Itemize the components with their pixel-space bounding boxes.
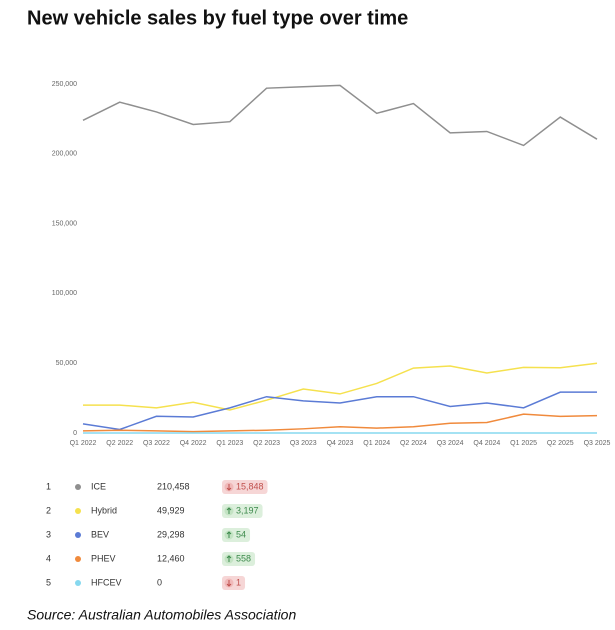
change-arrow: [226, 507, 232, 514]
x-tick-label: Q3 2023: [290, 440, 317, 447]
x-tick-label: Q2 2022: [106, 440, 133, 447]
x-tick-label: Q2 2023: [253, 440, 280, 447]
x-tick-label: Q4 2024: [473, 440, 500, 447]
legend-label: ICE: [91, 481, 106, 491]
legend-row: 2 Hybrid 49,929 3,197: [46, 504, 263, 518]
change-arrow: [226, 531, 232, 538]
rank: 5: [46, 577, 51, 587]
x-tick-label: Q2 2024: [400, 440, 427, 447]
line-series: [82, 413, 598, 433]
legend-dot: [75, 556, 81, 562]
x-tick-label: Q2 2025: [547, 440, 574, 447]
change-label: 54: [236, 529, 246, 539]
x-tick-label: Q1 2024: [363, 440, 390, 447]
legend-label: Hybrid: [91, 505, 117, 515]
x-tick-label: Q3 2022: [143, 440, 170, 447]
x-tick-label: Q4 2023: [327, 440, 354, 447]
line-series: [82, 84, 598, 147]
latest-value: 0: [157, 577, 162, 587]
x-tick-label: Q1 2022: [70, 440, 97, 447]
y-tick-label: 150,000: [52, 220, 77, 227]
chart-title: New vehicle sales by fuel type over time: [27, 7, 408, 29]
change-label: 1: [236, 577, 241, 587]
legend-row: 1 ICE 210,458 15,848: [46, 480, 268, 494]
x-tick-label: Q1 2023: [216, 440, 243, 447]
rank: 1: [46, 481, 51, 491]
legend-row: 4 PHEV 12,460 558: [46, 552, 256, 566]
x-tick-label: Q4 2022: [180, 440, 207, 447]
change-badge: [222, 504, 263, 518]
latest-value: 49,929: [157, 505, 185, 515]
legend-label: BEV: [91, 529, 109, 539]
latest-value: 12,460: [157, 553, 185, 563]
rank: 2: [46, 505, 51, 515]
legend-dot: [75, 508, 81, 514]
legend-row: 5 HFCEV 0 1: [46, 576, 246, 590]
change-arrow: [226, 484, 232, 491]
y-tick-label: 50,000: [56, 360, 78, 367]
latest-value: 210,458: [157, 481, 190, 491]
y-tick-label: 0: [73, 430, 77, 437]
y-tick-label: 250,000: [52, 81, 77, 88]
x-tick-label: Q1 2025: [510, 440, 537, 447]
y-tick-label: 200,000: [52, 151, 77, 158]
rank: 4: [46, 553, 51, 563]
latest-value: 29,298: [157, 529, 185, 539]
legend-dot: [75, 484, 81, 490]
line-series: [83, 362, 598, 411]
legend-dot: [75, 532, 81, 538]
change-label: 558: [236, 553, 251, 563]
legend-label: HFCEV: [91, 577, 122, 587]
legend-row: 3 BEV 29,298 54: [46, 528, 251, 542]
legend-dot: [75, 580, 81, 586]
source: Source: Australian Automobiles Associati…: [27, 607, 296, 623]
change-arrow: [226, 555, 232, 562]
x-tick-label: Q3 2024: [437, 440, 464, 447]
rank: 3: [46, 529, 51, 539]
change-label: 3,197: [236, 505, 259, 515]
change-badge: [222, 480, 268, 494]
legend-label: PHEV: [91, 553, 116, 563]
y-tick-label: 100,000: [52, 290, 77, 297]
change-label: 15,848: [236, 481, 264, 491]
change-arrow: [226, 580, 232, 587]
x-tick-label: Q3 2025: [584, 440, 611, 447]
line-series: [82, 391, 598, 431]
